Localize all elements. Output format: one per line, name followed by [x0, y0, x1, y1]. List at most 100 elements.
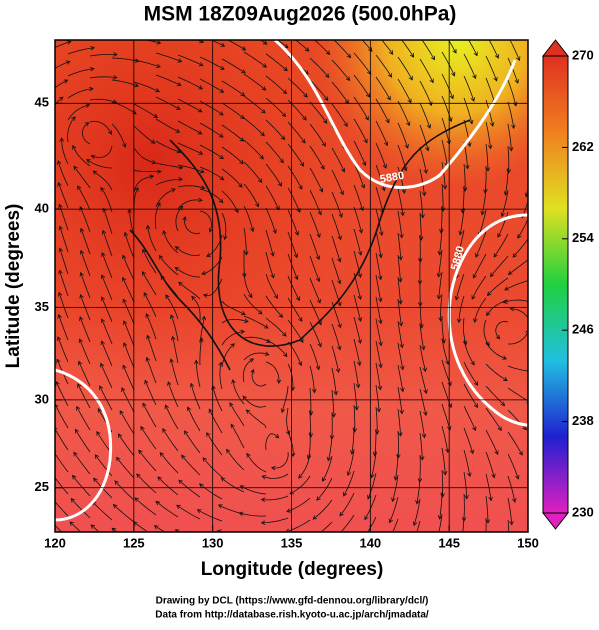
streamline [309, 79, 329, 101]
streamline [199, 315, 207, 344]
streamline [136, 473, 157, 494]
streamline [265, 185, 280, 211]
streamline [397, 78, 412, 104]
y-tick-label: 40 [35, 201, 49, 216]
streamline [438, 513, 443, 532]
streamline [375, 362, 383, 391]
streamline [454, 273, 465, 301]
streamline [497, 211, 509, 238]
streamline [162, 229, 179, 254]
field: 5880 5880 [32, 31, 542, 565]
streamline [170, 314, 179, 342]
streamline [76, 405, 91, 431]
streamline [202, 457, 223, 478]
streamline [231, 378, 245, 405]
streamline [530, 126, 534, 153]
streamline [140, 425, 157, 450]
streamline [243, 351, 270, 361]
streamline [144, 379, 157, 406]
streamline [70, 497, 91, 519]
streamline [32, 425, 46, 448]
streamline [177, 142, 204, 155]
streamline [485, 99, 495, 127]
streamline [122, 254, 135, 281]
streamline [340, 514, 355, 532]
streamline [78, 360, 91, 387]
streamline [316, 477, 333, 501]
streamline [133, 169, 162, 174]
streamline [101, 252, 113, 279]
streamline [530, 456, 542, 480]
streamline [375, 274, 383, 303]
streamline [397, 342, 405, 371]
streamline [488, 40, 499, 59]
streamline [287, 253, 299, 281]
streamline [199, 56, 225, 70]
streamline [112, 36, 139, 40]
streamline [309, 365, 317, 394]
streamline [100, 274, 113, 301]
colorbar-tick-label: 270 [572, 47, 594, 62]
streamline [397, 386, 404, 415]
streamline [375, 340, 383, 369]
title: MSM 18Z09Aug2026 (500.0hPa) [144, 3, 457, 26]
streamline [375, 230, 383, 259]
colorbar-tick-label: 262 [572, 139, 594, 154]
streamline [265, 273, 278, 300]
streamline [287, 209, 299, 236]
streamline [309, 167, 324, 193]
streamline [100, 186, 113, 213]
streamline [155, 74, 182, 87]
streamline [295, 40, 310, 52]
streamline [419, 322, 426, 351]
streamline [55, 79, 69, 89]
streamline [397, 276, 403, 305]
streamline [314, 40, 331, 55]
streamline [57, 336, 69, 363]
streamline [77, 185, 91, 211]
streamline [55, 380, 69, 407]
streamline [485, 407, 502, 432]
streamline [177, 76, 204, 90]
streamline [326, 433, 333, 462]
streamline [287, 165, 303, 190]
streamline [142, 402, 157, 428]
streamline [385, 541, 398, 565]
coastline [129, 229, 231, 371]
streamline [372, 429, 378, 457]
streamline [156, 31, 182, 39]
streamline [245, 409, 267, 429]
streamline [265, 119, 286, 141]
streamline [507, 57, 519, 84]
streamline [265, 97, 287, 118]
streamline [123, 342, 135, 369]
streamline [177, 185, 206, 190]
streamline [176, 504, 201, 520]
streamline [308, 409, 314, 438]
streamline [473, 297, 487, 324]
streamline [462, 515, 465, 532]
streamline [40, 157, 46, 184]
streamline [221, 80, 246, 97]
streamline [145, 356, 157, 384]
streamline [500, 189, 509, 218]
streamline [199, 337, 204, 366]
streamline [463, 339, 475, 366]
streamline [265, 207, 277, 234]
streamline [287, 275, 300, 302]
streamline [471, 275, 487, 300]
streamline [367, 516, 377, 532]
streamline [331, 257, 342, 285]
streamline [480, 187, 487, 216]
streamline [441, 161, 448, 190]
streamline [309, 255, 321, 283]
streamline [309, 101, 328, 124]
streamline [79, 271, 91, 299]
streamline [116, 456, 135, 479]
colorbar [542, 55, 569, 514]
streamline [165, 294, 179, 320]
streamline [530, 60, 540, 85]
streamline [162, 427, 179, 452]
streamline [331, 345, 341, 374]
